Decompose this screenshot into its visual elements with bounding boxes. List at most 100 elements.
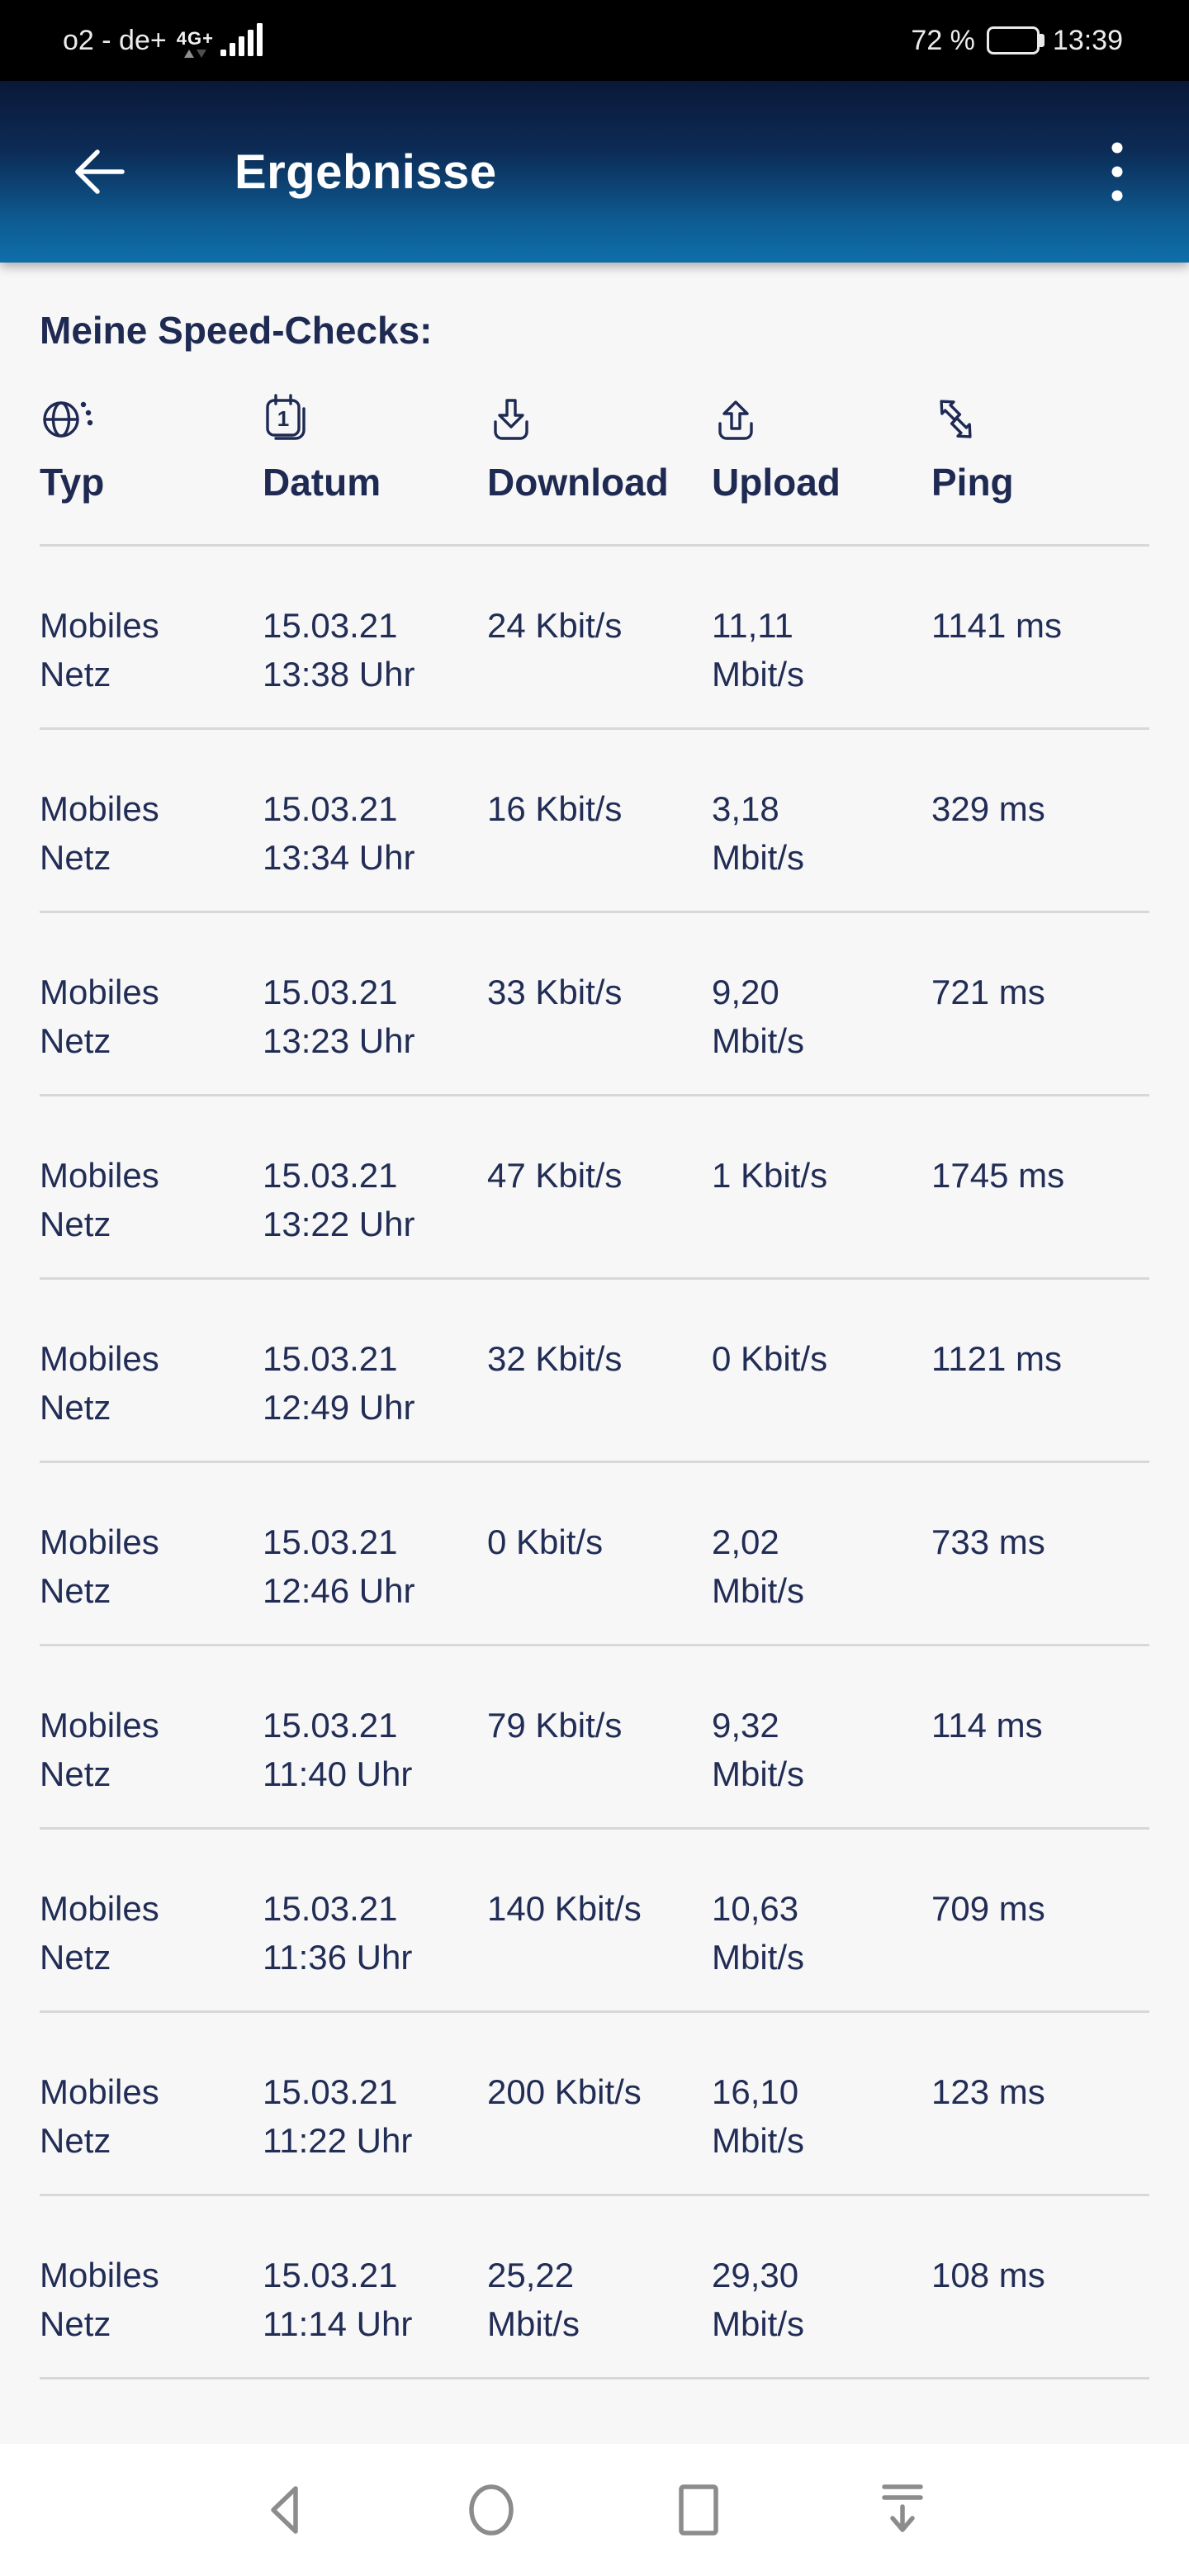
status-left: o2 - de+ 4G+ <box>63 23 263 58</box>
signal-strength-icon <box>220 23 263 58</box>
table-row: Mobiles Netz 15.03.21 13:38 Uhr 24 Kbit/s 11,… <box>40 543 1149 727</box>
cell-download: 32 Kbit/s <box>487 1338 623 1378</box>
cell-ping: 123 ms <box>931 2072 1045 2111</box>
cell-datum: 15.03.21 11:14 Uhr <box>263 2255 413 2343</box>
column-header-typ: Typ <box>40 394 263 504</box>
cell-upload: 9,20 Mbit/s <box>712 972 805 1060</box>
nav-home-button[interactable] <box>467 2483 516 2537</box>
cell-download: 79 Kbit/s <box>487 1705 623 1745</box>
nav-recents-button[interactable] <box>678 2484 719 2536</box>
ping-arrows-icon <box>940 400 972 438</box>
battery-percent-label: 72 % <box>911 24 975 56</box>
table-row: Mobiles Netz 15.03.21 11:36 Uhr 140 Kbit/s 10… <box>40 1826 1149 2010</box>
cell-ping: 721 ms <box>931 972 1045 1011</box>
navigation-bar <box>0 2444 1189 2576</box>
cell-typ: Mobiles Netz <box>40 1705 159 1793</box>
cell-upload: 3,18 Mbit/s <box>712 788 805 877</box>
download-icon <box>494 399 528 440</box>
column-label: Datum <box>263 460 381 504</box>
cell-ping: 1141 ms <box>931 605 1062 645</box>
cell-ping: 108 ms <box>931 2255 1045 2294</box>
cell-download: 140 Kbit/s <box>487 1888 642 1928</box>
cell-download: 16 Kbit/s <box>487 788 623 828</box>
section-heading: Meine Speed-Checks: <box>40 309 433 352</box>
cell-datum: 15.03.21 13:22 Uhr <box>263 1155 415 1243</box>
network-type-indicator: 4G+ <box>177 30 214 58</box>
cell-typ: Mobiles Netz <box>40 1888 159 1977</box>
column-label: Ping <box>931 460 1014 504</box>
cell-download: 25,22 Mbit/s <box>487 2255 580 2343</box>
clock-label: 13:39 <box>1052 25 1123 56</box>
upload-icon <box>718 400 753 440</box>
cell-ping: 329 ms <box>931 788 1045 828</box>
app-bar: Ergebnisse <box>0 81 1189 263</box>
table-body: Mobiles Netz 15.03.21 13:38 Uhr 24 Kbit/s 11,… <box>40 543 1149 2379</box>
overflow-menu-button[interactable] <box>1111 140 1125 204</box>
cell-upload: 1 Kbit/s <box>712 1155 828 1195</box>
cell-upload: 16,10 Mbit/s <box>712 2072 805 2160</box>
cell-datum: 15.03.21 13:34 Uhr <box>263 788 415 877</box>
status-bar: o2 - de+ 4G+ 72 % 13:39 <box>0 0 1189 81</box>
column-label: Typ <box>40 460 105 504</box>
column-label: Download <box>487 460 669 504</box>
cell-ping: 733 ms <box>931 1522 1045 1561</box>
battery-icon <box>986 26 1045 54</box>
column-header-datum: 1 Datum <box>263 394 487 504</box>
cell-datum: 15.03.21 12:46 Uhr <box>263 1522 415 1610</box>
nav-hide-button[interactable] <box>881 2482 924 2538</box>
cell-download: 24 Kbit/s <box>487 605 623 645</box>
table-row: Mobiles Netz 15.03.21 11:14 Uhr 25,22 Mbit/s 2… <box>40 2193 1149 2377</box>
cell-ping: 1121 ms <box>931 1338 1062 1378</box>
cell-datum: 15.03.21 12:49 Uhr <box>263 1338 415 1427</box>
cell-ping: 709 ms <box>931 1888 1045 1928</box>
column-header-ping: Ping <box>931 394 1149 504</box>
cell-upload: 11,11 Mbit/s <box>712 605 805 694</box>
cell-typ: Mobiles Netz <box>40 972 159 1060</box>
table-row: Mobiles Netz 15.03.21 12:46 Uhr 0 Kbit/s 2,02… <box>40 1460 1149 1644</box>
cell-datum: 15.03.21 13:23 Uhr <box>263 972 415 1060</box>
table-header: Typ 1 Datum <box>40 394 1149 504</box>
nav-back-button[interactable] <box>265 2484 305 2536</box>
cell-datum: 15.03.21 13:38 Uhr <box>263 605 415 694</box>
status-right: 72 % 13:39 <box>911 25 1123 57</box>
cell-typ: Mobiles Netz <box>40 2255 159 2343</box>
back-button[interactable] <box>69 147 129 197</box>
cell-typ: Mobiles Netz <box>40 2072 159 2160</box>
three-dot-menu-icon <box>1111 142 1123 201</box>
cell-datum: 15.03.21 11:36 Uhr <box>263 1888 413 1977</box>
cell-upload: 29,30 Mbit/s <box>712 2255 805 2343</box>
arrow-left-icon <box>75 149 125 194</box>
column-header-download: Download <box>487 394 712 504</box>
cell-typ: Mobiles Netz <box>40 1338 159 1427</box>
hide-navbar-icon <box>882 2484 923 2532</box>
cell-download: 0 Kbit/s <box>487 1522 604 1561</box>
cell-download: 33 Kbit/s <box>487 972 623 1011</box>
cell-typ: Mobiles Netz <box>40 788 159 877</box>
cell-typ: Mobiles Netz <box>40 1522 159 1610</box>
cell-download: 47 Kbit/s <box>487 1155 623 1195</box>
home-circle-icon <box>469 2484 514 2536</box>
recents-square-icon <box>679 2484 718 2536</box>
table-row: Mobiles Netz 15.03.21 13:22 Uhr 47 Kbit/s 1 K… <box>40 1093 1149 1277</box>
globe-icon <box>43 401 93 438</box>
cell-upload: 0 Kbit/s <box>712 1338 828 1378</box>
cell-ping: 1745 ms <box>931 1155 1065 1195</box>
data-activity-arrows-icon <box>183 50 206 58</box>
network-type-label: 4G+ <box>176 28 214 49</box>
results-content: Meine Speed-Checks: Typ <box>0 263 1189 2444</box>
table-row: Mobiles Netz 15.03.21 12:49 Uhr 32 Kbit/s 0 K… <box>40 1276 1149 1461</box>
table-row: Mobiles Netz 15.03.21 13:23 Uhr 33 Kbit/s 9,2… <box>40 910 1149 1094</box>
cell-typ: Mobiles Netz <box>40 605 159 694</box>
table-row: Mobiles Netz 15.03.21 11:22 Uhr 200 Kbit/s 16… <box>40 2010 1149 2194</box>
carrier-label: o2 - de+ <box>63 25 167 56</box>
column-label: Upload <box>712 460 841 504</box>
cell-upload: 2,02 Mbit/s <box>712 1522 805 1610</box>
table-row: Mobiles Netz 15.03.21 13:34 Uhr 16 Kbit/s 3,1… <box>40 727 1149 911</box>
back-triangle-icon <box>271 2486 298 2534</box>
cell-upload: 9,32 Mbit/s <box>712 1705 805 1793</box>
page-title: Ergebnisse <box>234 144 497 199</box>
cell-typ: Mobiles Netz <box>40 1155 159 1243</box>
calendar-icon: 1 <box>266 394 306 440</box>
cell-datum: 15.03.21 11:22 Uhr <box>263 2072 413 2160</box>
